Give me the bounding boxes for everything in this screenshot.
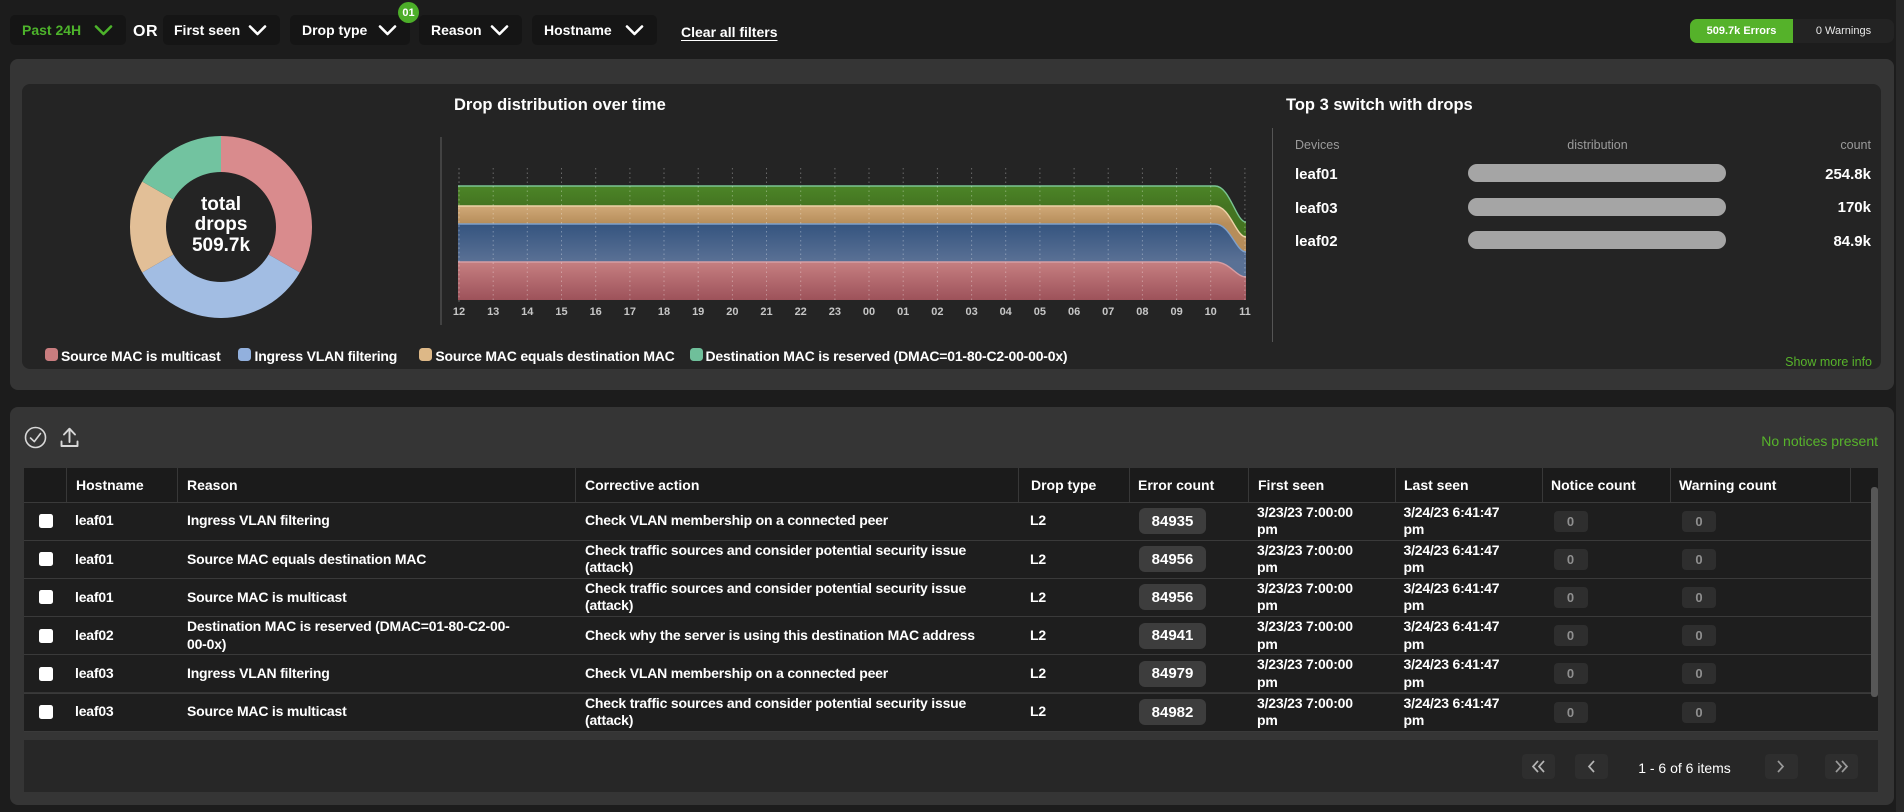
svg-text:03: 03 [965, 306, 977, 318]
svg-text:17: 17 [624, 306, 636, 318]
svg-text:00: 00 [863, 306, 875, 318]
svg-text:22: 22 [795, 306, 807, 318]
svg-text:10: 10 [1205, 306, 1217, 318]
svg-text:12: 12 [453, 306, 465, 318]
svg-text:13: 13 [487, 306, 499, 318]
svg-text:01: 01 [897, 306, 909, 318]
svg-text:02: 02 [931, 306, 943, 318]
svg-text:15: 15 [555, 306, 567, 318]
svg-text:08: 08 [1136, 306, 1148, 318]
svg-text:04: 04 [1000, 306, 1013, 318]
svg-text:09: 09 [1170, 306, 1182, 318]
svg-text:21: 21 [760, 306, 772, 318]
svg-text:11: 11 [1239, 306, 1251, 318]
svg-text:06: 06 [1068, 306, 1080, 318]
svg-text:19: 19 [692, 306, 704, 318]
svg-text:16: 16 [590, 306, 602, 318]
svg-text:07: 07 [1102, 306, 1114, 318]
svg-text:18: 18 [658, 306, 670, 318]
svg-text:14: 14 [521, 306, 534, 318]
svg-text:05: 05 [1034, 306, 1046, 318]
svg-text:23: 23 [829, 306, 841, 318]
svg-text:20: 20 [726, 306, 738, 318]
